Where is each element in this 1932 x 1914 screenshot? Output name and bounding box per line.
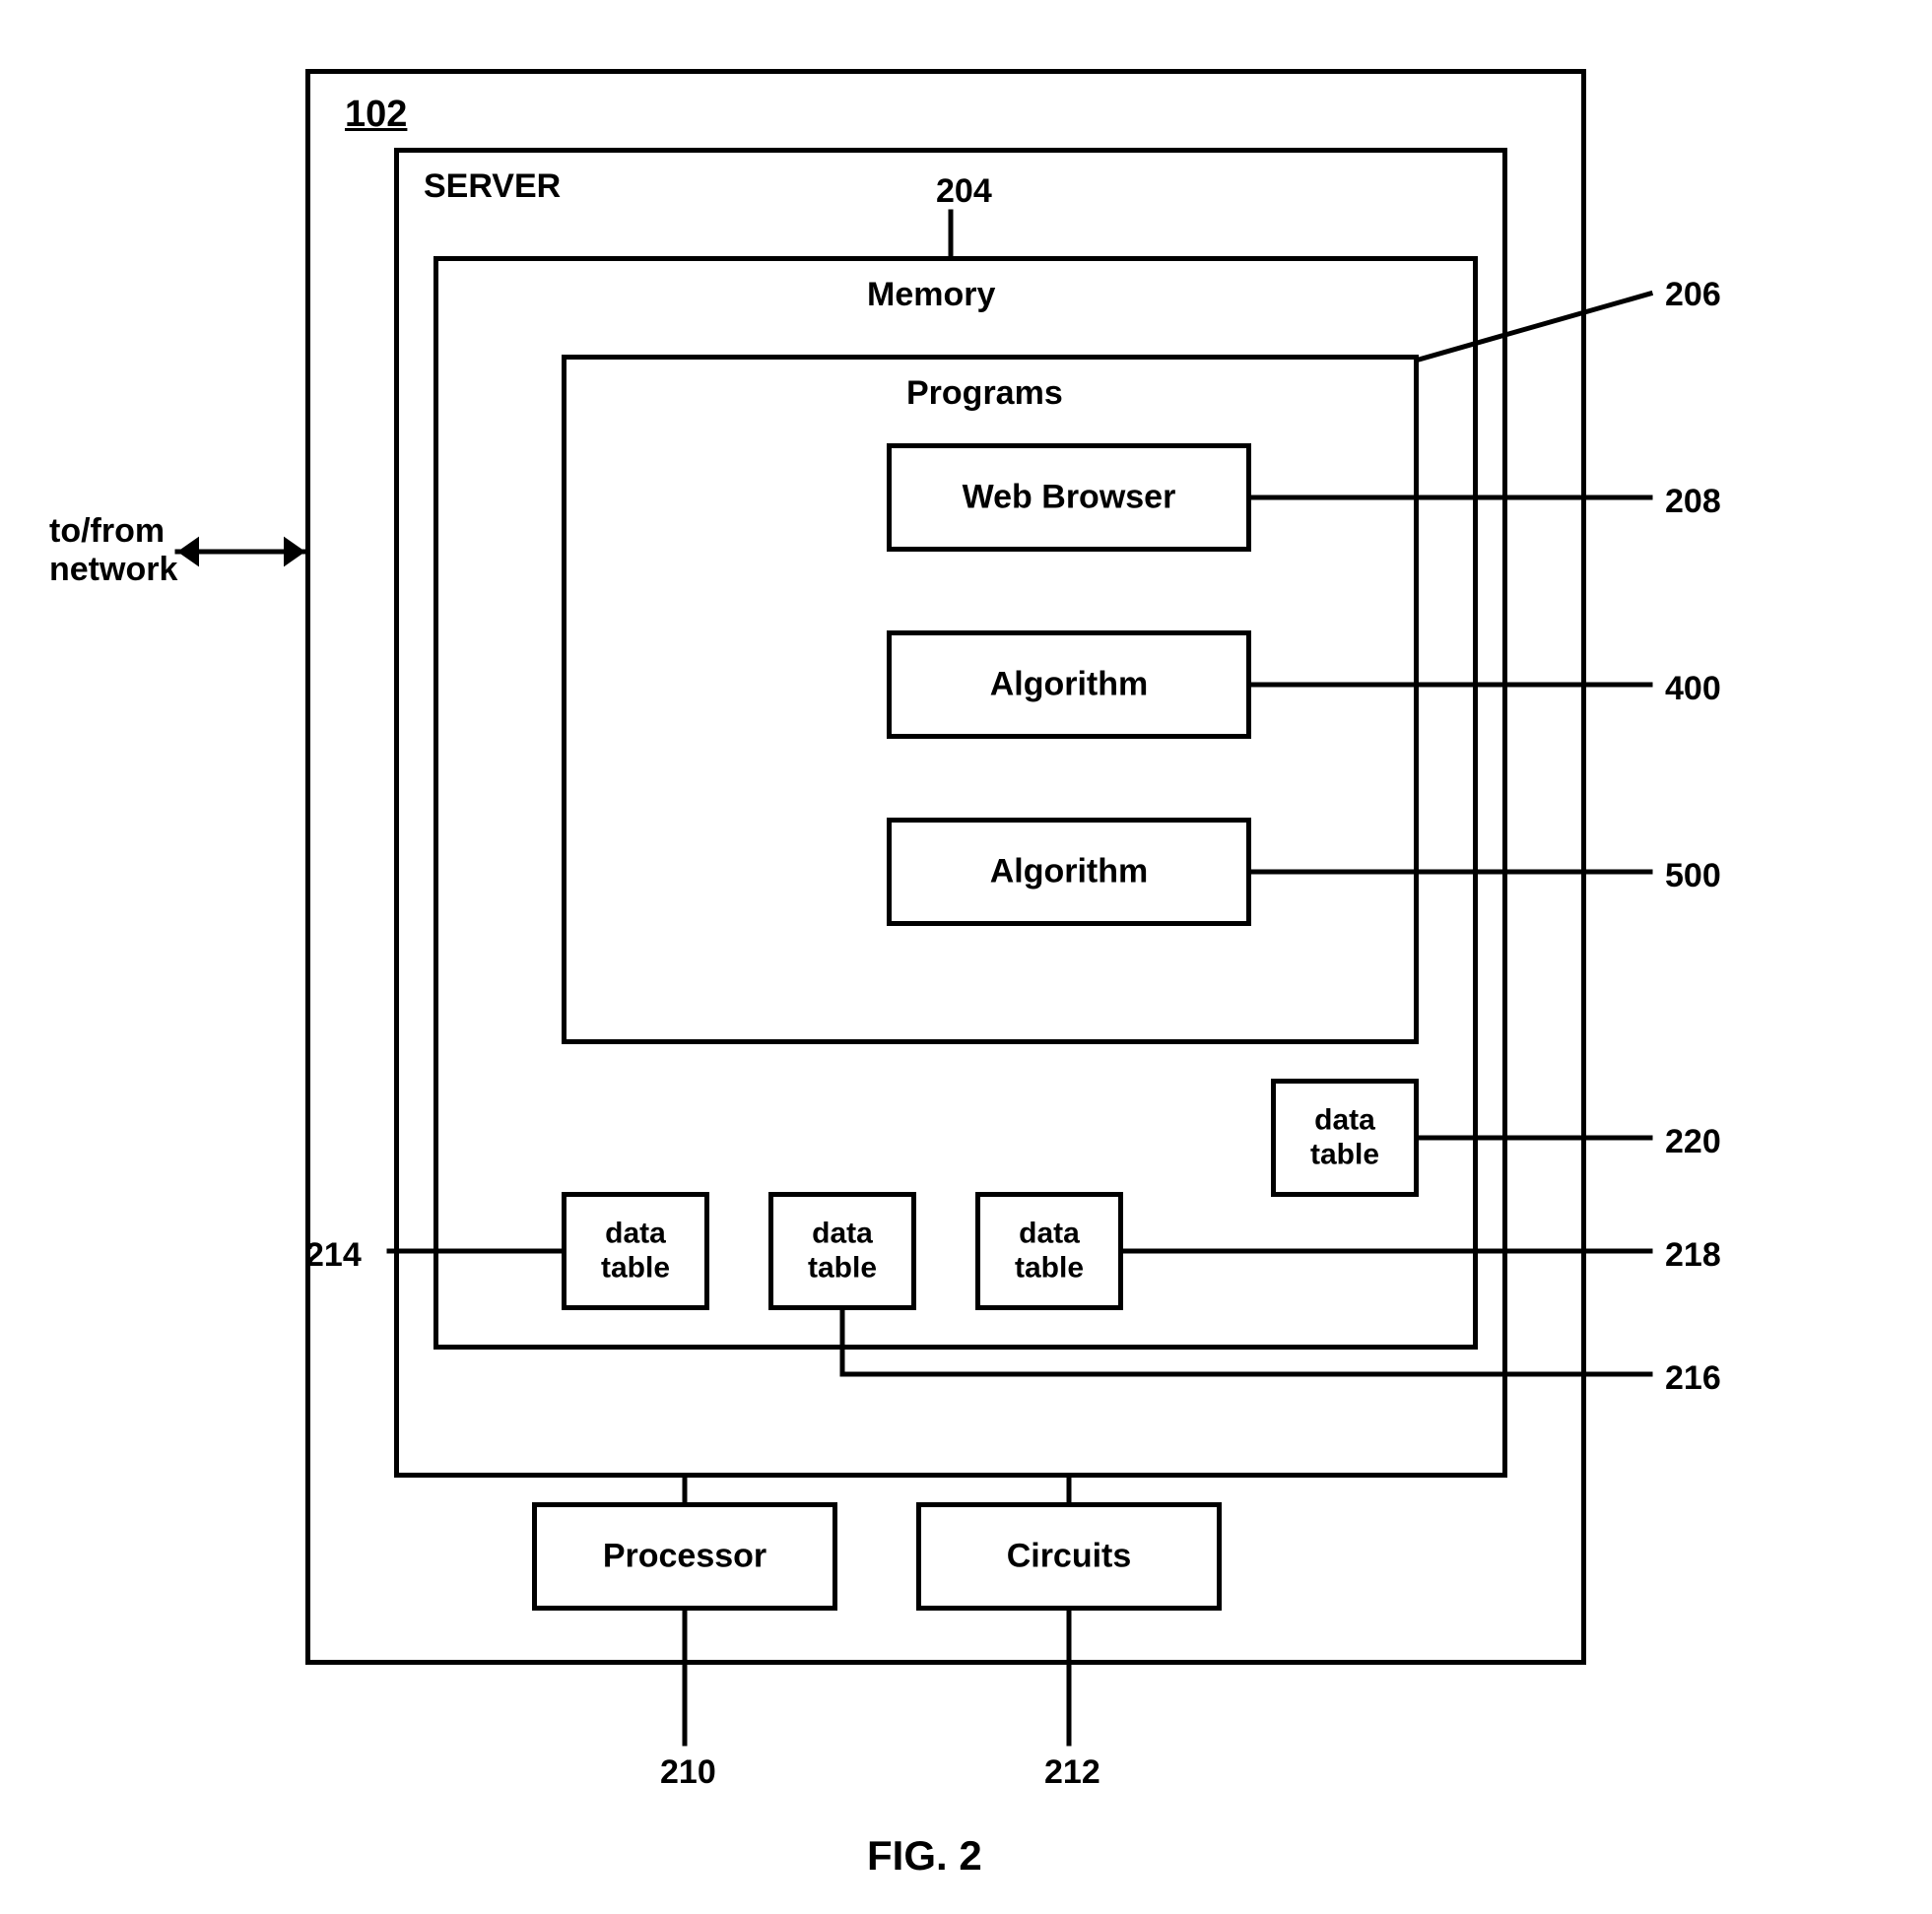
web-browser-box: Web Browser — [887, 443, 1251, 552]
data-table-box-216: data table — [768, 1192, 916, 1310]
figure-label: FIG. 2 — [867, 1832, 982, 1880]
callout-212: 212 — [1044, 1753, 1100, 1792]
web-browser-label: Web Browser — [892, 478, 1246, 516]
data-table-label-220: data table — [1276, 1104, 1414, 1172]
processor-box: Processor — [532, 1502, 837, 1611]
top-ref-label: 102 — [345, 94, 407, 136]
callout-206: 206 — [1665, 276, 1721, 314]
callout-500: 500 — [1665, 857, 1721, 895]
algorithm-label-1: Algorithm — [892, 665, 1246, 703]
data-table-label-216: data table — [773, 1218, 911, 1286]
algorithm-label-2: Algorithm — [892, 852, 1246, 891]
server-label: SERVER — [424, 167, 561, 206]
data-table-label-218: data table — [980, 1218, 1118, 1286]
network-label: to/from network — [49, 512, 177, 589]
algorithm-box-2: Algorithm — [887, 818, 1251, 926]
algorithm-box-1: Algorithm — [887, 630, 1251, 739]
data-table-label-214: data table — [566, 1218, 704, 1286]
processor-label: Processor — [537, 1537, 833, 1575]
programs-label: Programs — [906, 374, 1063, 413]
callout-204: 204 — [936, 172, 992, 211]
circuits-box: Circuits — [916, 1502, 1222, 1611]
callout-218: 218 — [1665, 1236, 1721, 1275]
callout-210: 210 — [660, 1753, 716, 1792]
callout-220: 220 — [1665, 1123, 1721, 1161]
callout-400: 400 — [1665, 670, 1721, 708]
data-table-box-220: data table — [1271, 1079, 1419, 1197]
callout-214: 214 — [305, 1236, 362, 1275]
callout-216: 216 — [1665, 1359, 1721, 1398]
memory-label: Memory — [867, 276, 995, 314]
circuits-label: Circuits — [921, 1537, 1217, 1575]
callout-208: 208 — [1665, 483, 1721, 521]
data-table-box-218: data table — [975, 1192, 1123, 1310]
data-table-box-214: data table — [562, 1192, 709, 1310]
